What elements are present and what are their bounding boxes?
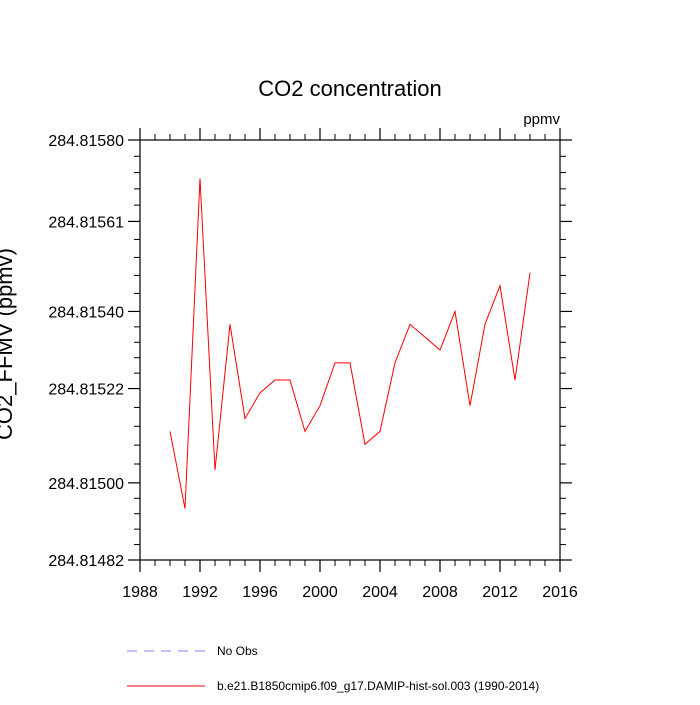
y-tick-labels: 284.81482 284.81500 284.81522 284.81540 284.… — [48, 133, 124, 570]
y-tick-label: 284.81561 — [48, 214, 124, 231]
y-tick-label: 284.81500 — [48, 476, 124, 493]
y-tick-label: 284.81482 — [48, 553, 124, 570]
x-tick-label: 1996 — [242, 584, 278, 601]
legend-label: No Obs — [217, 644, 258, 658]
x-tick-label: 1992 — [182, 584, 218, 601]
series-line — [169, 178, 531, 509]
x-tick-label: 2012 — [482, 584, 518, 601]
units-label: ppmv — [523, 111, 560, 128]
legend-label: b.e21.B1850cmip6.f09_g17.DAMIP-hist-sol.… — [217, 679, 539, 693]
legend: No Obs b.e21.B1850cmip6.f09_g17.DAMIP-his… — [127, 644, 539, 693]
x-tick-label: 2000 — [302, 584, 338, 601]
chart-title: CO2 concentration — [258, 76, 441, 101]
x-tick-label: 2004 — [362, 584, 398, 601]
x-tick-label: 2016 — [542, 584, 578, 601]
plot-series — [169, 178, 531, 509]
plot-frame — [139, 139, 561, 561]
x-tick-labels: 1988 1992 1996 2000 2004 2008 2012 2016 — [122, 584, 578, 601]
x-tick-label: 1988 — [122, 584, 158, 601]
y-tick-label: 284.81522 — [48, 382, 124, 399]
axis-ticks — [128, 128, 572, 572]
y-tick-label: 284.81540 — [48, 304, 124, 321]
x-tick-label: 2008 — [422, 584, 458, 601]
y-axis-label: CO2_FFMV (ppmv) — [0, 248, 17, 440]
y-tick-label: 284.81580 — [48, 133, 124, 150]
